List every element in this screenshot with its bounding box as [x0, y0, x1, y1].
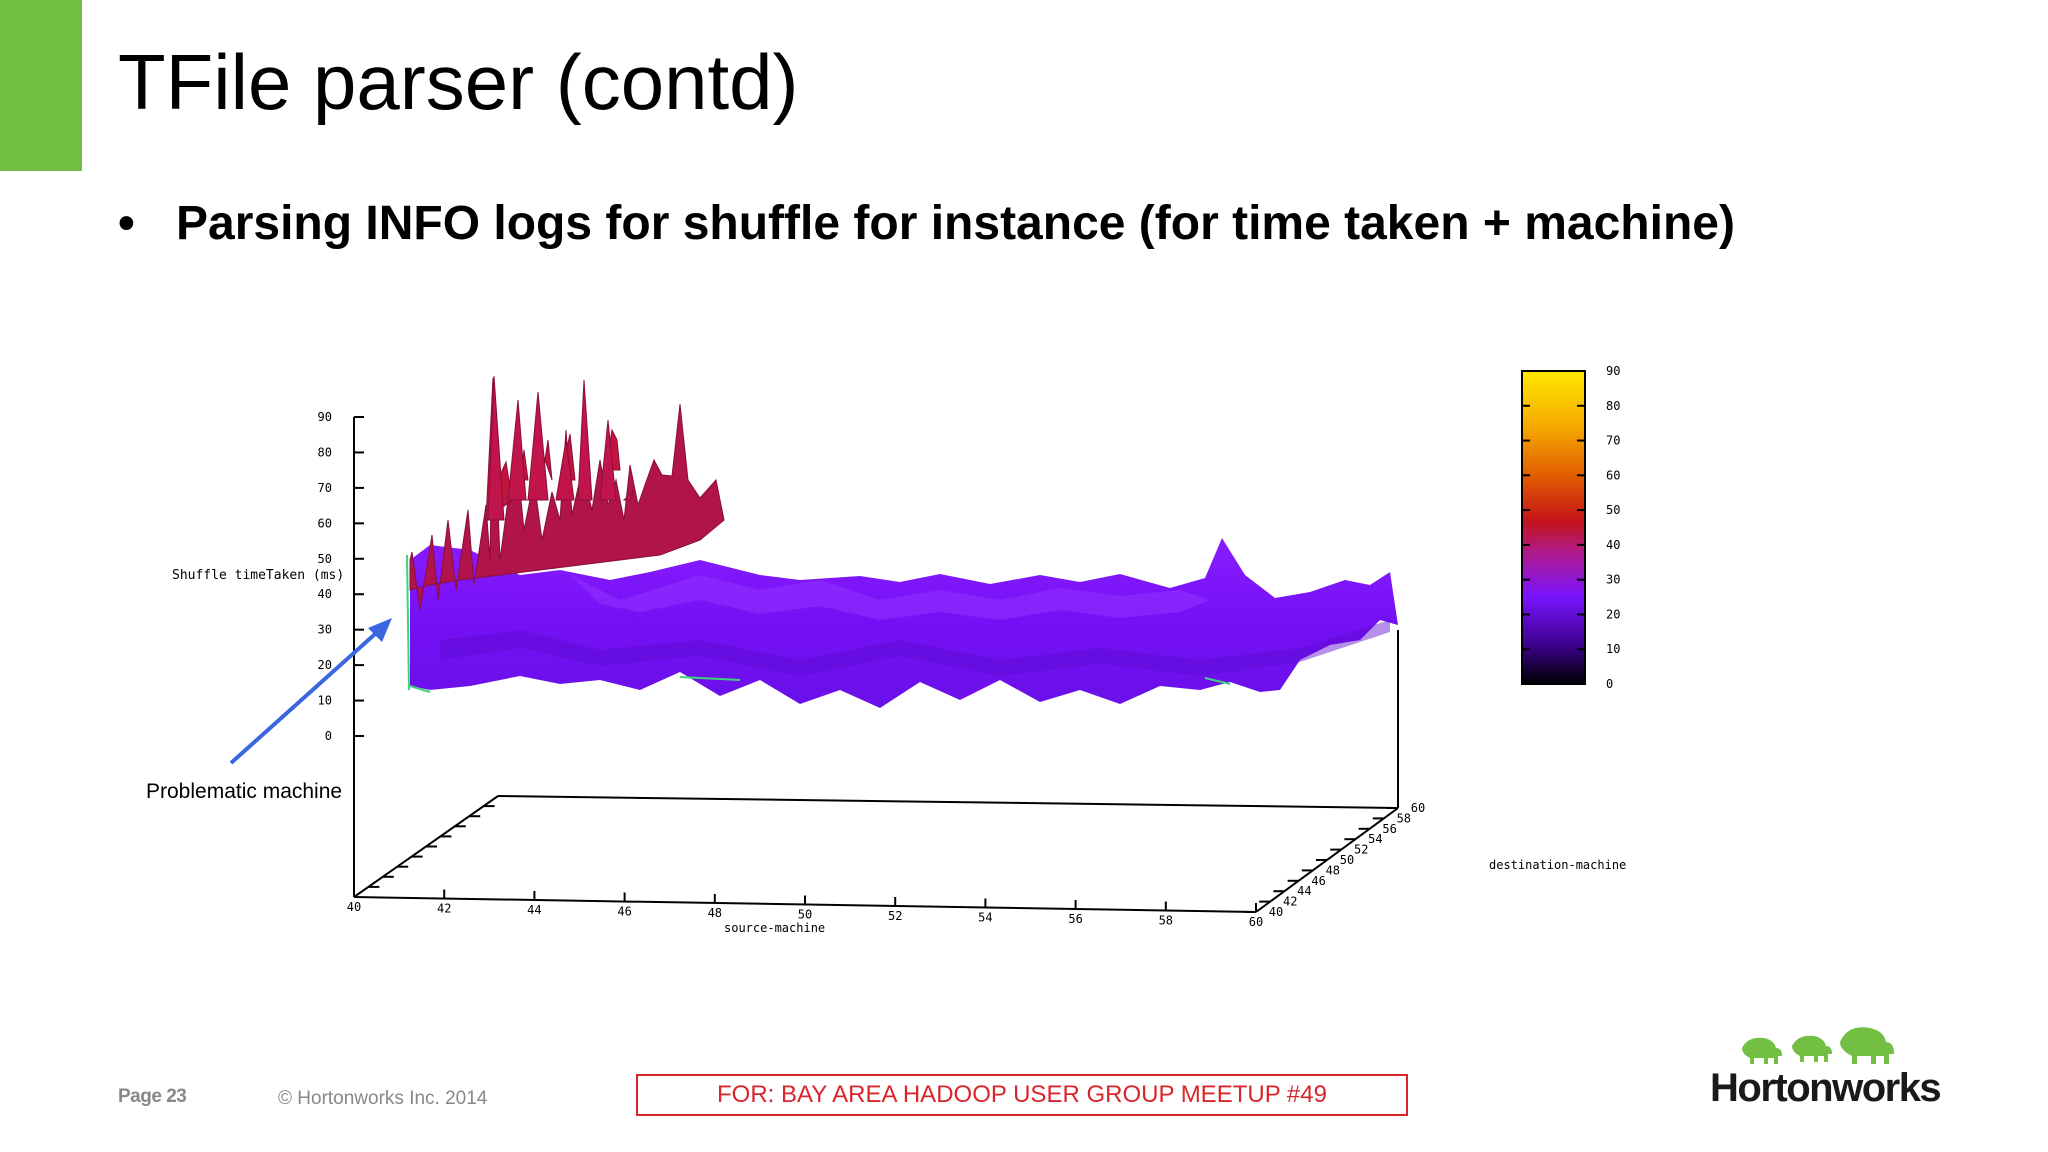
y-tick-label: 60 [1411, 801, 1425, 815]
colorbar-tick-label: 90 [1606, 364, 1620, 378]
y-tick-label: 40 [1269, 905, 1283, 919]
x-tick-label: 48 [708, 906, 722, 920]
annotation-label: Problematic machine [146, 780, 342, 803]
z-tick-label: 70 [318, 481, 332, 495]
x-axis-ticks: 40 42 44 46 48 50 52 54 56 58 60 [347, 888, 1263, 929]
surface-ridge-dark [440, 620, 1390, 676]
y-tick-label: 50 [1340, 853, 1354, 867]
bullet-item: • Parsing INFO logs for shuffle for insta… [118, 196, 1735, 251]
surface-plot [406, 375, 1398, 708]
z-axis-label: Shuffle timeTaken (ms) [172, 568, 344, 583]
annotation-arrow [229, 618, 392, 765]
meetup-banner: FOR: BAY AREA HADOOP USER GROUP MEETUP #… [636, 1074, 1408, 1116]
colorbar-tick-label: 10 [1606, 642, 1620, 656]
x-tick-label: 44 [527, 903, 541, 917]
z-tick-label: 30 [318, 623, 332, 637]
z-axis: 90 80 70 60 50 40 30 20 10 0 [318, 410, 364, 897]
colorbar-tick-label: 70 [1606, 434, 1620, 448]
y-tick-label: 44 [1297, 884, 1311, 898]
x-tick-label: 42 [437, 902, 451, 916]
colorbar-tick-label: 30 [1606, 573, 1620, 587]
y-tick-label: 48 [1326, 863, 1340, 877]
y-tick-label: 54 [1368, 832, 1382, 846]
y-tick-label: 52 [1354, 843, 1368, 857]
y-tick-label: 42 [1283, 895, 1297, 909]
surface-body [410, 538, 1398, 708]
z-tick-label: 60 [318, 516, 332, 530]
y-axis-label: destination-machine [1489, 858, 1626, 872]
z-tick-label: 90 [318, 410, 332, 424]
page-number: Page 23 [118, 1086, 187, 1107]
hortonworks-logo-icon [1742, 1027, 1894, 1064]
x-tick-label: 60 [1249, 915, 1263, 929]
z-tick-label: 40 [318, 587, 332, 601]
x-tick-label: 46 [617, 905, 631, 919]
surface-green-edge [406, 554, 1231, 693]
x-tick-label: 56 [1068, 912, 1082, 926]
x-tick-label: 40 [347, 900, 361, 914]
colorbar-tick-label: 0 [1606, 677, 1613, 691]
bullet-text: Parsing INFO logs for shuffle for instan… [176, 197, 1735, 250]
colorbar: 90 80 70 60 50 40 30 20 10 0 [1521, 364, 1620, 691]
accent-bar [0, 0, 82, 171]
z-tick-label: 0 [325, 729, 332, 743]
surface-ridge-light [570, 575, 1210, 620]
logo-text: Hortonworks [1710, 1066, 1942, 1110]
z-tick-label: 50 [318, 552, 332, 566]
x-tick-label: 58 [1159, 914, 1173, 928]
bullet-dot: • [118, 197, 135, 250]
colorbar-tick-label: 50 [1606, 503, 1620, 517]
y-tick-label: 58 [1397, 811, 1411, 825]
z-tick-label: 20 [318, 658, 332, 672]
colorbar-tick-label: 20 [1606, 607, 1620, 621]
x-tick-label: 50 [798, 908, 812, 922]
colorbar-tick-label: 80 [1606, 399, 1620, 413]
y-tick-label: 46 [1311, 874, 1325, 888]
colorbar-tick-label: 40 [1606, 538, 1620, 552]
slide-title: TFile parser (contd) [118, 38, 799, 126]
x-tick-label: 52 [888, 909, 902, 923]
y-tick-label: 56 [1382, 822, 1396, 836]
x-tick-label: 54 [978, 911, 992, 925]
copyright: © Hortonworks Inc. 2014 [278, 1088, 488, 1109]
colorbar-tick-label: 60 [1606, 468, 1620, 482]
z-tick-label: 10 [318, 694, 332, 708]
z-tick-label: 80 [318, 445, 332, 459]
x-axis-label: source-machine [724, 921, 825, 935]
